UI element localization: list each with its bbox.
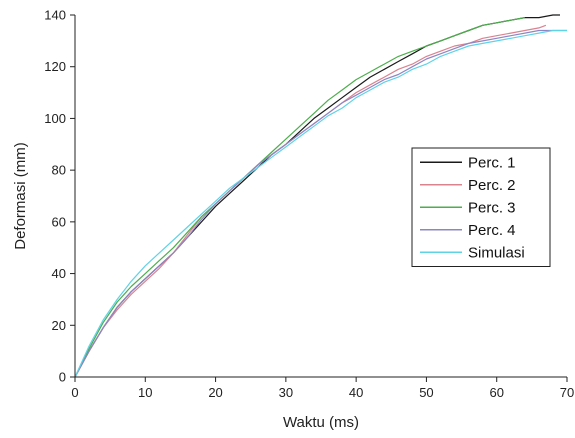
legend-entry-label: Perc. 4 — [468, 222, 516, 239]
legend: Perc. 1 Perc. 2 Perc. 3 Perc. 4 Simulasi — [411, 147, 551, 267]
series-line-perc-4 — [74, 29, 567, 378]
legend-entry-label: Perc. 1 — [468, 154, 516, 171]
x-tick-label: 10 — [138, 385, 152, 400]
x-axis-ticks: 0 10 20 30 40 50 60 70 — [71, 377, 574, 400]
x-axis-label: Waktu (ms) — [283, 414, 359, 431]
x-tick-label: 40 — [349, 385, 363, 400]
x-tick-label: 0 — [71, 385, 78, 400]
x-tick-label: 30 — [279, 385, 293, 400]
y-axis-label: Deformasi (mm) — [12, 142, 29, 250]
x-tick-label: 20 — [208, 385, 222, 400]
y-tick-label: 120 — [44, 59, 66, 74]
y-axis-ticks: 0 20 40 60 80 100 120 140 — [44, 8, 75, 385]
x-tick-label: 60 — [489, 385, 503, 400]
legend-entry-label: Perc. 2 — [468, 177, 516, 194]
y-tick-label: 140 — [44, 8, 66, 23]
y-tick-label: 60 — [52, 214, 66, 229]
y-tick-label: 0 — [59, 370, 66, 385]
y-tick-label: 100 — [44, 111, 66, 126]
y-tick-label: 40 — [52, 266, 66, 281]
x-tick-label: 70 — [560, 385, 574, 400]
x-tick-label: 50 — [419, 385, 433, 400]
y-tick-label: 80 — [52, 163, 66, 178]
legend-entry-label: Simulasi — [468, 244, 525, 261]
legend-entry-label: Perc. 3 — [468, 199, 516, 216]
series-layer — [74, 14, 567, 378]
series-line-perc-3 — [74, 17, 525, 378]
series-line-simulasi — [74, 29, 567, 378]
y-tick-label: 20 — [52, 318, 66, 333]
